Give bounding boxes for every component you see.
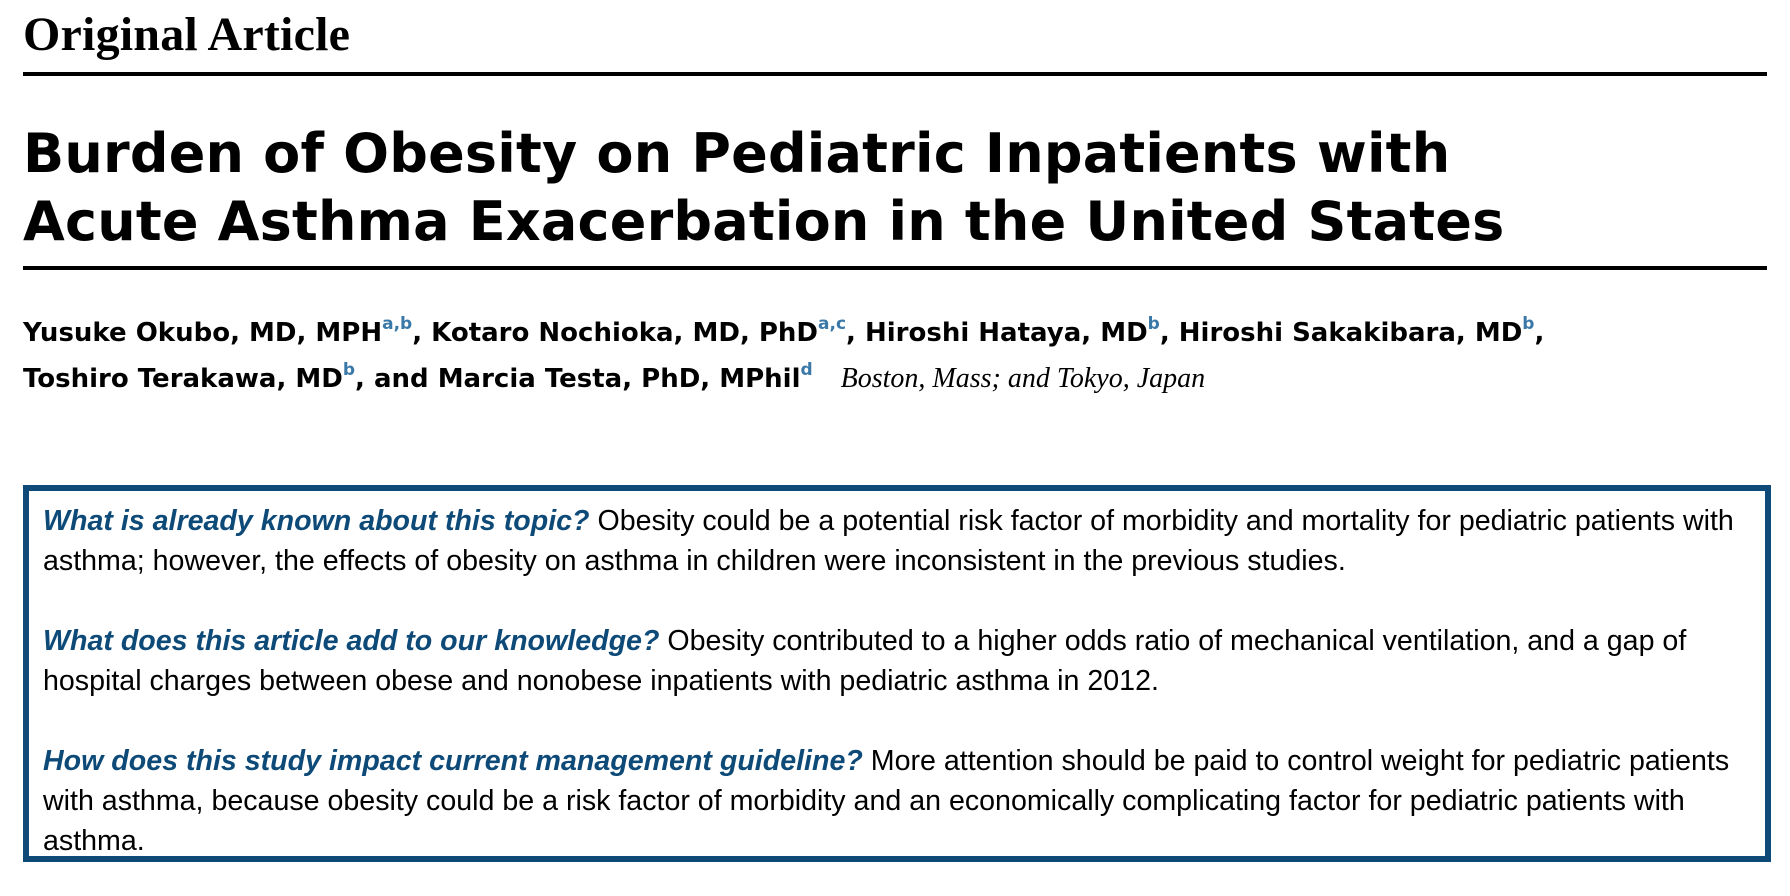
author: Hiroshi Sakakibara, MDb, (1178, 314, 1545, 349)
affiliation-marker: b (1147, 314, 1160, 334)
title-rule (23, 266, 1767, 270)
author-list: Yusuke Okubo, MD, MPHa,b, Kotaro Nochiok… (23, 310, 1767, 402)
summary-question: What is already known about this topic? (43, 505, 590, 537)
summary-item: What does this article add to our knowle… (43, 621, 1743, 701)
summary-item: What is already known about this topic? … (43, 501, 1743, 581)
summary-content: What is already known about this topic? … (29, 491, 1765, 861)
author: Hiroshi Hataya, MDb, (864, 314, 1179, 349)
summary-answer: More attention should be paid to control… (43, 745, 1730, 857)
author: Toshiro Terakawa, MDb, and (23, 360, 438, 395)
summary-question: What does this article add to our knowle… (43, 625, 660, 657)
summary-question: How does this study impact current manag… (43, 745, 863, 777)
affiliation-marker: b (342, 360, 356, 380)
author-location: Boston, Mass; and Tokyo, Japan (840, 363, 1206, 394)
clinical-implications-box: What is already known about this topic? … (23, 485, 1771, 862)
affiliation-marker: a,b (382, 314, 413, 334)
summary-answer: Obesity could be a potential risk factor… (43, 505, 1734, 577)
author: Marcia Testa, PhD, MPhild (437, 360, 813, 395)
article-title: Burden of Obesity on Pediatric Inpatient… (23, 120, 1767, 256)
author: Yusuke Okubo, MD, MPHa,b, (23, 314, 432, 349)
summary-answer: Obesity contributed to a higher odds rat… (43, 625, 1687, 697)
affiliation-marker: b (1522, 314, 1535, 334)
title-line-1: Burden of Obesity on Pediatric Inpatient… (23, 122, 1451, 185)
author: Kotaro Nochioka, MD, PhDa,c, (431, 314, 865, 349)
summary-item: How does this study impact current manag… (43, 741, 1743, 861)
section-label: Original Article (23, 8, 351, 61)
affiliation-marker: a,c (818, 314, 847, 334)
top-rule (23, 72, 1767, 76)
affiliation-marker: d (800, 360, 813, 380)
article-header: Original Article Burden of Obesity on Pe… (23, 0, 1767, 402)
title-line-2: Acute Asthma Exacerbation in the United … (23, 190, 1505, 253)
